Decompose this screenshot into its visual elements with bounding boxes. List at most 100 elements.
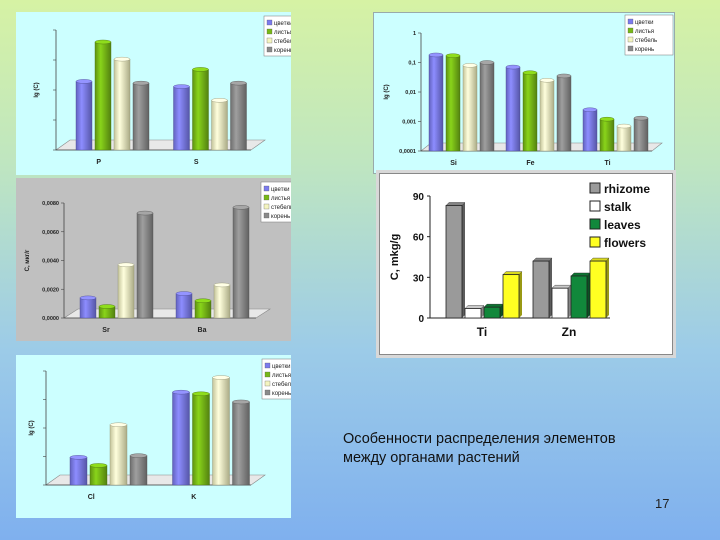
caption-line-2: между органами растений <box>343 450 520 466</box>
legend-swatch <box>266 37 273 44</box>
bar-Sr-цветки <box>79 297 97 319</box>
bar-S-листья <box>192 69 209 151</box>
legend-label: цветки <box>635 20 653 26</box>
bar-Zn-stalk <box>551 287 569 319</box>
legend-label: rhizome <box>604 182 650 196</box>
bar-Ba-корень <box>232 207 250 319</box>
bar-P-корень <box>132 82 150 151</box>
bar-top <box>551 284 572 289</box>
legend-label: листья <box>635 29 654 35</box>
legend-swatch <box>264 389 271 396</box>
bar-top <box>172 389 190 395</box>
bar-top <box>213 282 231 288</box>
bar-top <box>505 64 521 70</box>
bar-top <box>136 210 154 216</box>
bar-Ti-leaves <box>483 306 501 319</box>
bar-side <box>568 285 571 318</box>
bar-top <box>464 305 485 309</box>
y-tick-label: 60 <box>413 233 425 244</box>
bar-Fe-корень <box>556 75 572 152</box>
legend-swatch <box>263 212 270 219</box>
legend-swatch <box>263 185 270 192</box>
bar-top <box>232 399 250 405</box>
legend-swatch <box>266 28 273 35</box>
legend-label: корень <box>271 214 290 220</box>
bar-side <box>519 271 522 318</box>
bar-top <box>616 123 632 129</box>
bar-K-цветки <box>172 391 190 486</box>
legend-label: стебель <box>272 382 291 388</box>
bar-top <box>539 78 555 83</box>
bar-top <box>194 298 212 303</box>
y-tick-label: 0,0001 <box>399 149 416 155</box>
bar-Ba-стебель <box>213 284 231 319</box>
bar-Zn-flowers <box>589 260 607 319</box>
x-tick-label: Cl <box>88 494 95 501</box>
legend-swatch <box>266 46 273 53</box>
legend-label: листья <box>271 196 290 202</box>
bar-top <box>192 391 210 396</box>
chart-legend: цветки листья стебель корень <box>261 358 291 400</box>
y-tick-label: 0,0020 <box>42 287 59 293</box>
x-tick-label: P <box>96 159 101 166</box>
slide-number: 17 <box>655 496 670 511</box>
caption-line-1: Особенности распределения элементов <box>343 431 616 447</box>
legend-label: stalk <box>604 200 632 214</box>
bar-side <box>549 258 552 318</box>
bar-top <box>69 455 88 460</box>
bar-Ti-листья <box>599 118 615 152</box>
bar-Ti-цветки <box>582 109 598 152</box>
bar-Sr-корень <box>136 212 154 319</box>
y-axis-label: lg (C) <box>29 420 35 435</box>
y-tick-label: 90 <box>413 192 425 203</box>
bar-side <box>500 304 503 318</box>
y-tick-label: 0,0080 <box>42 201 59 207</box>
bar-side <box>587 272 590 318</box>
bar-top <box>75 79 93 84</box>
bar-top <box>129 453 148 458</box>
bar-top <box>570 272 591 277</box>
legend-label: листья <box>272 373 291 379</box>
bar-top <box>232 205 250 210</box>
bar-top <box>582 107 598 112</box>
y-tick-label: 0 <box>418 314 424 325</box>
bar-top <box>633 115 649 121</box>
bar-Si-корень <box>479 62 495 152</box>
bar-side <box>462 202 465 318</box>
bar-Si-стебель <box>462 65 478 152</box>
legend-label: цветки <box>274 21 291 27</box>
x-tick-label: Ti <box>477 325 487 339</box>
y-tick-label: 0,1 <box>408 61 416 67</box>
bar-top <box>589 257 610 262</box>
bar-top <box>522 70 538 75</box>
bar-top <box>98 304 116 309</box>
bar-Fe-стебель <box>539 80 555 152</box>
bar-top <box>483 303 504 308</box>
y-axis-label: C, mkg/g <box>389 234 401 280</box>
x-tick-label: K <box>191 494 196 501</box>
y-tick-label: 1 <box>413 31 416 37</box>
chart-sr-ba: 0,0080 0,0060 0,0040 0,0020 0,0000 C, мкг/г Sr… <box>16 178 291 341</box>
bar-top <box>117 262 135 268</box>
x-tick-label: Si <box>450 160 457 167</box>
legend-swatch <box>264 371 271 378</box>
legend-label: стебель <box>271 205 291 211</box>
bar-top <box>532 257 553 262</box>
legend-label: корень <box>274 48 291 54</box>
bar-top <box>556 73 572 79</box>
bar-top <box>94 39 112 45</box>
bar-S-цветки <box>173 86 190 151</box>
bar-Si-цветки <box>428 54 444 152</box>
bar-Cl-цветки <box>69 457 88 486</box>
bar-P-листья <box>94 41 112 151</box>
bar-top <box>173 84 190 89</box>
legend-label: стебель <box>635 38 657 44</box>
chart-legend: цветки листья стебель корень <box>260 181 291 223</box>
legend-swatch <box>266 19 273 26</box>
bar-Fe-листья <box>522 72 538 152</box>
legend-swatch <box>627 18 634 25</box>
bar-Ba-цветки <box>175 293 193 319</box>
